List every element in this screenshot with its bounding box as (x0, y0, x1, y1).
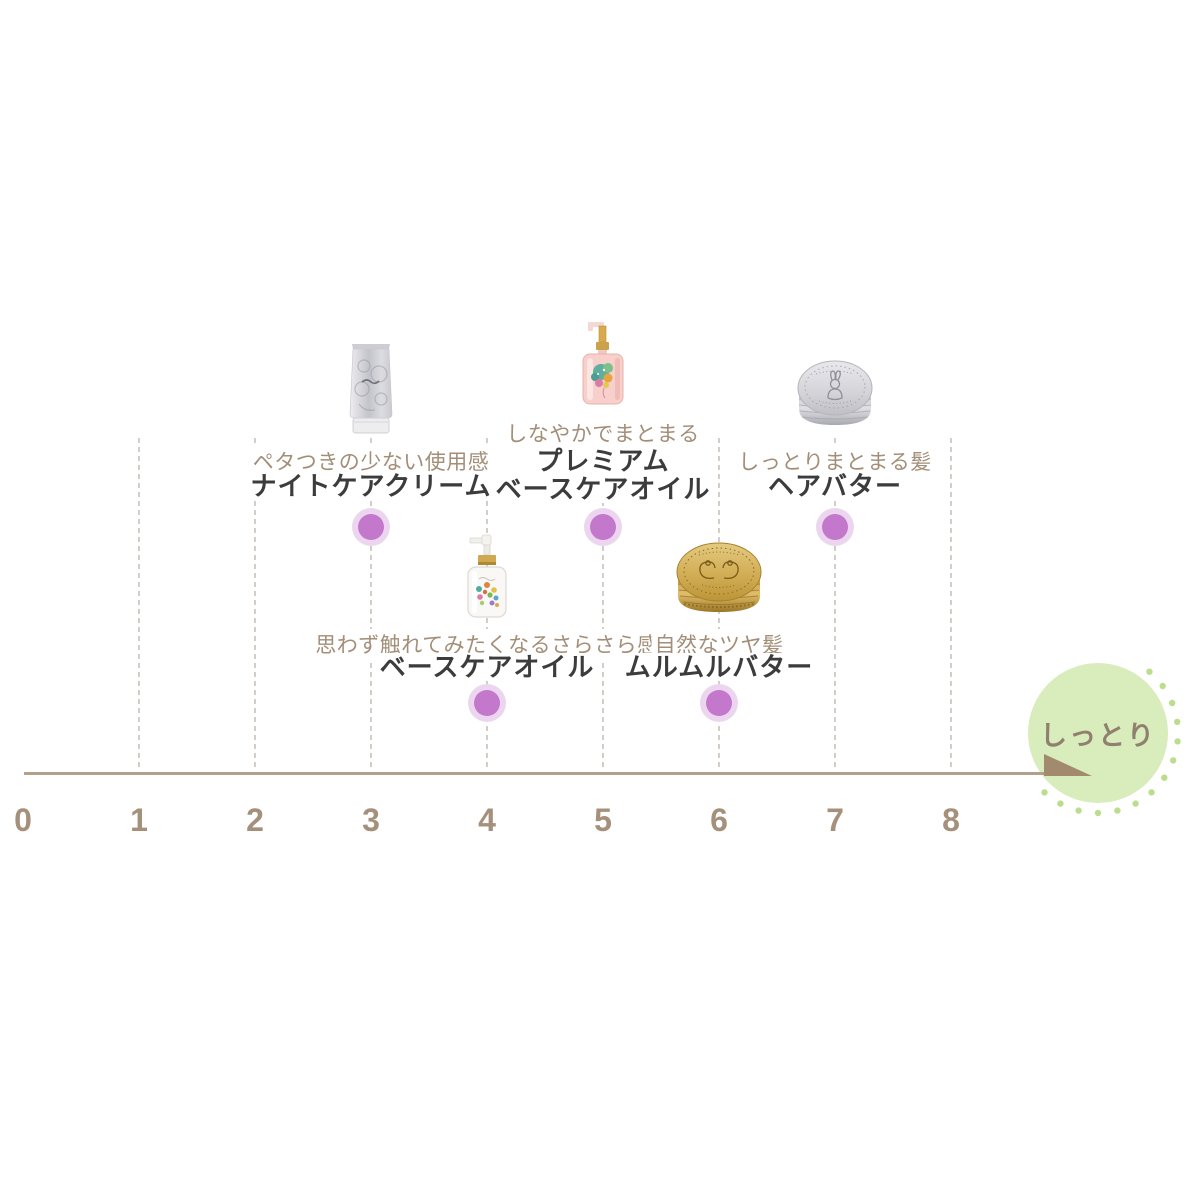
cream-tube-icon (349, 344, 393, 434)
gridline (138, 438, 140, 770)
product-name-base-care-oil: ベースケアオイル (376, 653, 598, 681)
position-dot-base-care-oil (468, 684, 506, 722)
x-axis-tick-4: 4 (478, 802, 496, 838)
gridline (950, 438, 952, 770)
badge-dotted-arc (1041, 668, 1181, 817)
x-axis-tick-6: 6 (710, 802, 728, 838)
position-dot-premium-base-care-oil (584, 508, 622, 546)
silver-round-tin-icon (797, 360, 873, 425)
product-name-hair-butter: ヘアバター (765, 472, 905, 500)
moist-end-badge-label: しっとり (1040, 720, 1156, 751)
x-axis-tick-8: 8 (942, 802, 960, 838)
product-name-murumuru-butter: ムルムルバター (621, 653, 817, 681)
x-axis-line (24, 772, 1062, 775)
product-name-line: プレミアム (536, 446, 670, 476)
moist-end-badge: しっとり (1028, 663, 1168, 803)
x-axis-tick-2: 2 (246, 802, 264, 838)
x-axis-tick-0: 0 (14, 802, 32, 838)
x-axis-tick-7: 7 (826, 802, 844, 838)
position-dot-night-care-cream (352, 508, 390, 546)
catchphrase-hair-butter: しっとりまとまる髪 (735, 446, 935, 476)
gridline (834, 438, 836, 770)
position-dot-hair-butter (816, 508, 854, 546)
product-name-line: ベースケアオイル (495, 474, 711, 504)
product-name-premium-base-care-oil: プレミアム ベースケアオイル (492, 446, 714, 504)
catchphrase-night-care-cream: ペタつきの少ない使用感 (249, 446, 493, 476)
x-axis-arrow-icon (1044, 754, 1092, 776)
x-axis-tick-3: 3 (362, 802, 380, 838)
gridline (602, 438, 604, 770)
gridline (370, 438, 372, 770)
position-dot-murumuru-butter (700, 684, 738, 722)
gridline (254, 438, 256, 770)
catchphrase-premium-base-care-oil: しなやかでまとまる (503, 418, 703, 448)
x-axis-tick-5: 5 (594, 802, 612, 838)
pink-pump-bottle-icon (582, 322, 624, 405)
clear-pump-bottle-icon (467, 534, 507, 618)
product-name-night-care-cream: ナイトケアクリーム (247, 472, 495, 500)
x-axis-tick-1: 1 (130, 802, 148, 838)
gold-round-tin-icon (676, 542, 762, 612)
